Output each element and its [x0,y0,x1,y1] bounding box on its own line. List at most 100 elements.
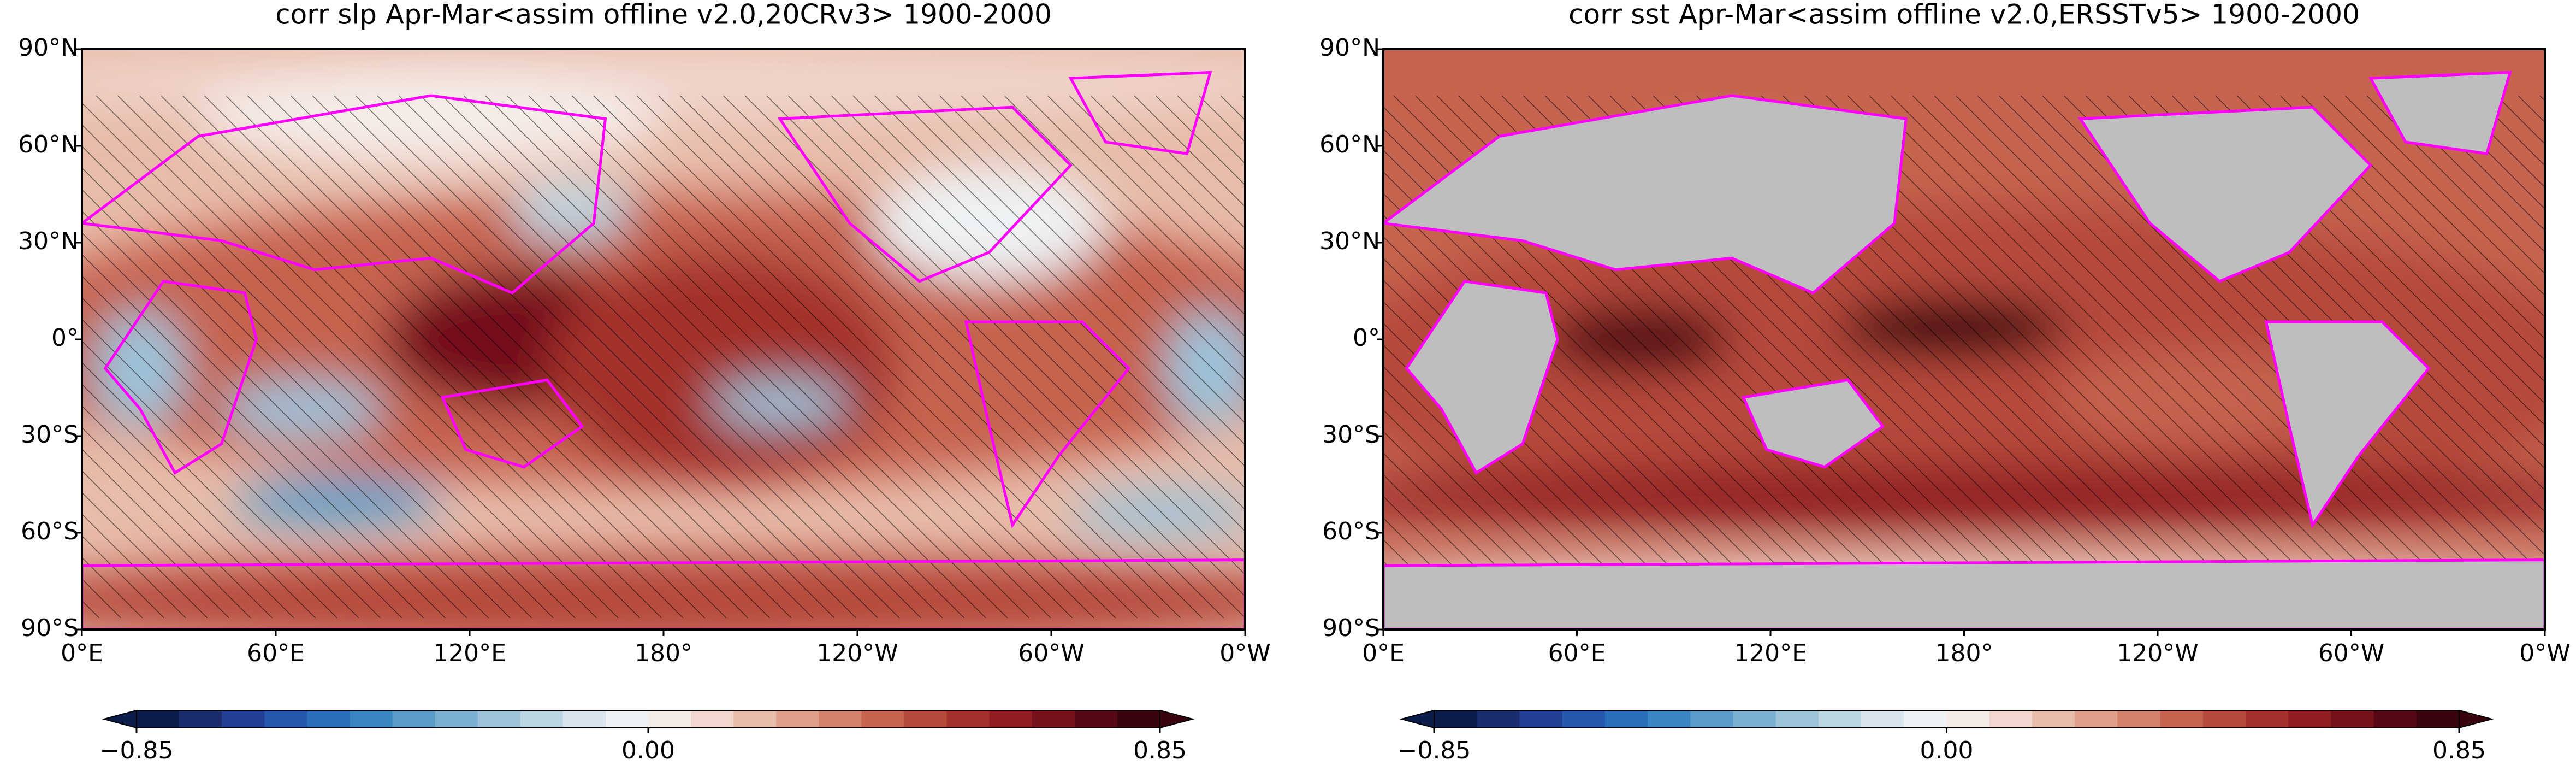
x-tick-label: 0°W [1219,639,1271,667]
x-tick-label: 0°E [1362,639,1405,667]
y-tick-label: 30°N [18,227,79,255]
colorbar-bin [1117,710,1160,728]
colorbar-bin [1519,710,1563,728]
colorbar-bin [1604,710,1648,728]
colorbar-extend-high [2459,709,2494,729]
colorbar-bin [776,710,819,728]
colorbar-bin [1733,710,1776,728]
x-tick-label: 60°E [1548,639,1606,667]
colorbar-bin [2117,710,2161,728]
colorbar-extend-low [1399,709,1435,729]
coastline [777,105,1073,283]
panel-title: corr slp Apr-Mar<assim offline v2.0,20CR… [275,0,1052,31]
y-tick-label: 30°S [1322,421,1380,449]
colorbar-bin [179,710,222,728]
colorbar-bin [1775,710,1819,728]
map-field [82,49,1245,629]
coastline [964,320,1131,528]
y-tick-label: 30°S [21,421,79,449]
colorbar-bin [1074,710,1118,728]
y-tick-label: 30°N [1319,227,1380,255]
colorbar-bin [2075,710,2118,728]
colorbar-bin [562,710,606,728]
hatching [82,95,1245,618]
coastline [1383,94,1908,295]
y-tick-label: 60°S [21,517,79,545]
colorbar-bin [605,710,649,728]
colorbar-bin [1861,710,1904,728]
colorbar-bin [2160,710,2204,728]
colorbar-bin [137,710,180,728]
colorbar-bin [1562,710,1606,728]
y-tick-label: 90°N [18,34,79,62]
x-tick-label: 120°W [2117,639,2199,667]
coastline [82,94,607,295]
colorbar-bin [904,710,948,728]
x-tick-label: 60°W [1018,639,1085,667]
colorbar-tick-label: 0.85 [2432,737,2486,764]
y-tick-label: 60°N [1319,131,1380,158]
colorbar-bin [2416,710,2460,728]
colorbar-bin [1648,710,1691,728]
colorbar-bin [392,710,436,728]
coastline [2264,320,2431,528]
colorbar-extend-low [102,709,137,729]
coastline [103,280,258,475]
colorbar-bin [1032,710,1075,728]
y-tick-label: 0° [1353,324,1380,352]
colorbar-tick-label: −0.85 [1397,737,1471,764]
coastline [440,378,584,469]
colorbar-bin [2288,710,2331,728]
colorbar-bin [1989,710,2033,728]
colorbar-bin [1904,710,1947,728]
x-tick-label: 180° [1935,639,1993,667]
x-tick-label: 60°E [247,639,305,667]
colorbar-bin [520,710,564,728]
colorbar-bin [1818,710,1862,728]
coastline [1741,378,1885,469]
y-tick-label: 60°N [18,131,79,158]
colorbar-extend-high [1159,709,1195,729]
coastline [1068,70,1212,155]
colorbar-bin [989,710,1033,728]
colorbar-bin [307,710,350,728]
y-tick-label: 0° [51,324,79,352]
colorbar-bin [350,710,393,728]
colorbar-bin [222,710,265,728]
coastline [1405,280,1559,475]
x-tick-label: 180° [635,639,692,667]
y-tick-label: 90°S [1322,614,1380,642]
colorbar-tick-label: 0.00 [1920,737,1974,764]
coastline [2368,70,2512,155]
colorbar-bin [435,710,478,728]
colorbar-bin [1477,710,1520,728]
colorbar-bin [946,710,990,728]
colorbar-bin [1946,710,1990,728]
colorbar-bin [2373,710,2417,728]
x-tick-label: 60°W [2318,639,2385,667]
colorbar-bin [2032,710,2075,728]
colorbar-bin [2202,710,2246,728]
y-tick-label: 90°N [1319,34,1380,62]
colorbar-bin [691,710,734,728]
colorbar-bin [1690,710,1733,728]
map-field [1383,49,2545,629]
coastline [82,558,1245,629]
colorbar-bin [477,710,521,728]
x-tick-label: 0°E [61,639,103,667]
x-tick-label: 0°W [2519,639,2571,667]
colorbar-bin [2331,710,2374,728]
colorbar-bin [2245,710,2289,728]
coastline [2077,105,2373,283]
colorbar-tick-label: 0.85 [1133,737,1187,764]
colorbar-tick-label: −0.85 [100,737,174,764]
colorbar-bin [264,710,307,728]
y-tick-label: 90°S [21,614,79,642]
colorbar-bin [1434,710,1477,728]
colorbar-bin [733,710,777,728]
y-tick-label: 60°S [1322,517,1380,545]
colorbar-tick-label: 0.00 [621,737,675,764]
x-tick-label: 120°E [1734,639,1807,667]
colorbar-bin [648,710,691,728]
x-tick-label: 120°E [433,639,506,667]
